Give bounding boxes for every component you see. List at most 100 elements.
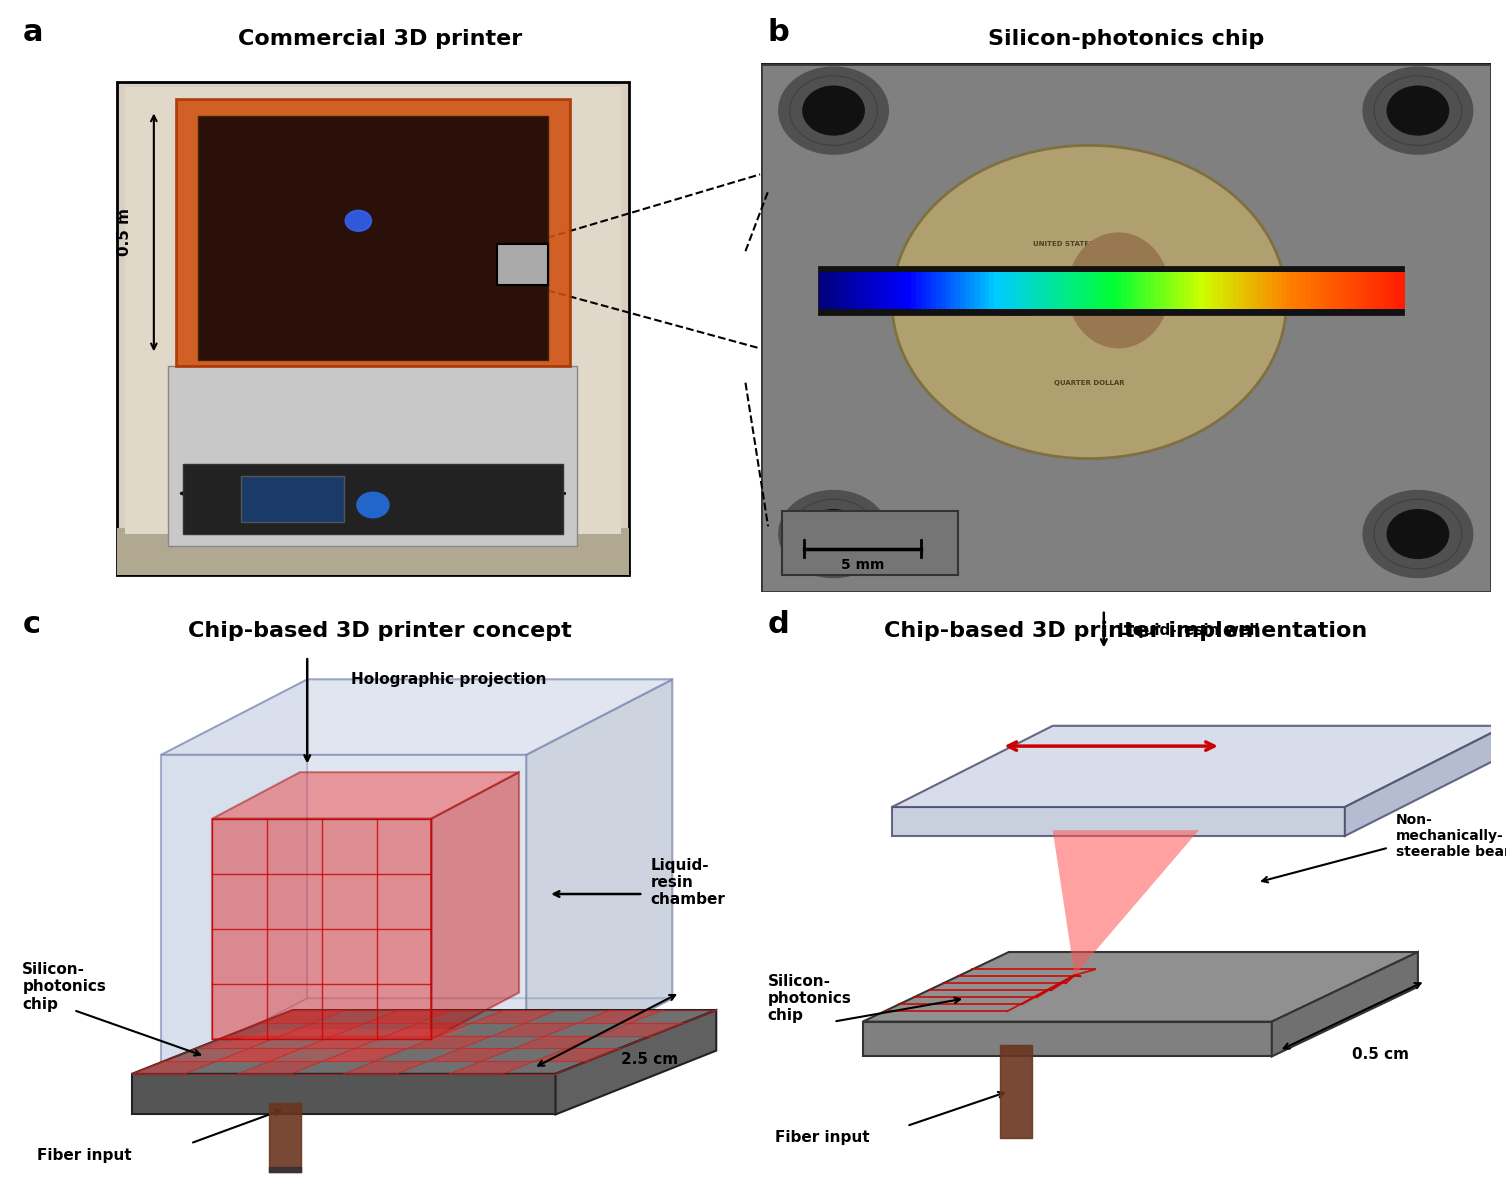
Bar bbox=[117, 81, 628, 574]
Bar bbox=[1009, 271, 1015, 310]
Bar bbox=[872, 271, 880, 310]
Polygon shape bbox=[161, 755, 527, 1074]
Bar bbox=[1044, 271, 1050, 310]
Bar bbox=[1399, 271, 1405, 310]
Bar bbox=[169, 366, 577, 545]
Bar bbox=[1120, 271, 1126, 310]
Bar bbox=[1151, 271, 1157, 310]
Bar bbox=[1218, 271, 1224, 310]
Bar bbox=[1131, 271, 1137, 310]
Bar bbox=[1373, 271, 1381, 310]
Bar bbox=[931, 271, 937, 310]
Bar bbox=[1258, 271, 1264, 310]
Bar bbox=[1291, 271, 1298, 310]
Bar bbox=[1203, 271, 1209, 310]
Bar bbox=[1301, 271, 1307, 310]
Bar bbox=[1277, 271, 1283, 310]
Text: Fiber input: Fiber input bbox=[38, 1147, 131, 1163]
Bar bbox=[1271, 271, 1279, 310]
Bar bbox=[1360, 271, 1366, 310]
Bar bbox=[1048, 271, 1054, 310]
Bar bbox=[1345, 271, 1351, 310]
Bar bbox=[1126, 271, 1133, 310]
Bar bbox=[1116, 271, 1122, 310]
Polygon shape bbox=[599, 1023, 684, 1036]
Bar bbox=[1145, 271, 1152, 310]
Bar bbox=[950, 271, 956, 310]
Bar bbox=[1227, 271, 1235, 310]
Bar bbox=[1364, 271, 1370, 310]
Bar bbox=[819, 267, 1404, 313]
Bar bbox=[125, 87, 622, 533]
Bar bbox=[1014, 271, 1020, 310]
Text: Silicon-
photonics
chip: Silicon- photonics chip bbox=[768, 974, 852, 1024]
Bar bbox=[1393, 271, 1401, 310]
Bar bbox=[1291, 271, 1298, 310]
Bar bbox=[970, 271, 976, 310]
Bar bbox=[1253, 271, 1259, 310]
Bar bbox=[1170, 271, 1176, 310]
Bar bbox=[1024, 271, 1030, 310]
Bar bbox=[965, 271, 971, 310]
Bar bbox=[878, 271, 884, 310]
Text: Chip-based 3D printer implementation: Chip-based 3D printer implementation bbox=[884, 622, 1367, 641]
Polygon shape bbox=[343, 1061, 429, 1074]
Bar bbox=[965, 271, 971, 310]
Bar bbox=[1345, 271, 1351, 310]
Bar bbox=[1267, 271, 1273, 310]
Circle shape bbox=[779, 490, 889, 578]
Bar bbox=[1262, 271, 1268, 310]
Bar bbox=[898, 271, 904, 310]
Polygon shape bbox=[307, 679, 672, 999]
Circle shape bbox=[357, 493, 389, 518]
Bar bbox=[935, 271, 943, 310]
Circle shape bbox=[345, 210, 372, 231]
Bar bbox=[839, 271, 845, 310]
Bar bbox=[1087, 271, 1093, 310]
Polygon shape bbox=[133, 1009, 717, 1074]
Bar bbox=[1310, 271, 1318, 310]
Polygon shape bbox=[556, 1009, 717, 1115]
Bar bbox=[887, 271, 893, 310]
Text: c: c bbox=[23, 610, 41, 639]
Text: b: b bbox=[768, 18, 789, 47]
Bar bbox=[1175, 271, 1181, 310]
Bar bbox=[1336, 271, 1342, 310]
Bar bbox=[878, 271, 884, 310]
Bar bbox=[911, 271, 917, 310]
Bar bbox=[839, 271, 845, 310]
Bar bbox=[1053, 271, 1059, 310]
Bar bbox=[1033, 271, 1039, 310]
Bar bbox=[1175, 271, 1181, 310]
Bar bbox=[883, 271, 889, 310]
Bar bbox=[931, 271, 937, 310]
Text: QUARTER DOLLAR: QUARTER DOLLAR bbox=[1054, 380, 1125, 386]
Bar bbox=[911, 271, 917, 310]
Bar bbox=[1267, 271, 1273, 310]
Bar bbox=[852, 271, 860, 310]
Bar bbox=[902, 271, 908, 310]
Bar bbox=[985, 271, 991, 310]
Bar bbox=[872, 271, 880, 310]
Polygon shape bbox=[161, 679, 672, 755]
Bar bbox=[1223, 271, 1229, 310]
Polygon shape bbox=[578, 1009, 663, 1023]
Bar bbox=[1145, 271, 1152, 310]
Bar bbox=[941, 271, 947, 310]
Bar bbox=[1044, 271, 1050, 310]
Bar bbox=[1203, 271, 1209, 310]
Bar bbox=[1092, 271, 1098, 310]
Bar bbox=[1136, 271, 1142, 310]
Bar bbox=[1262, 271, 1268, 310]
Polygon shape bbox=[473, 1009, 557, 1023]
Bar bbox=[1072, 271, 1078, 310]
Bar bbox=[852, 271, 860, 310]
Bar bbox=[1164, 271, 1172, 310]
Polygon shape bbox=[1345, 726, 1506, 836]
Bar bbox=[1072, 271, 1078, 310]
Bar bbox=[1214, 271, 1220, 310]
Bar bbox=[1316, 271, 1322, 310]
Bar bbox=[1325, 271, 1331, 310]
Bar bbox=[1179, 271, 1185, 310]
Bar bbox=[1184, 271, 1191, 310]
